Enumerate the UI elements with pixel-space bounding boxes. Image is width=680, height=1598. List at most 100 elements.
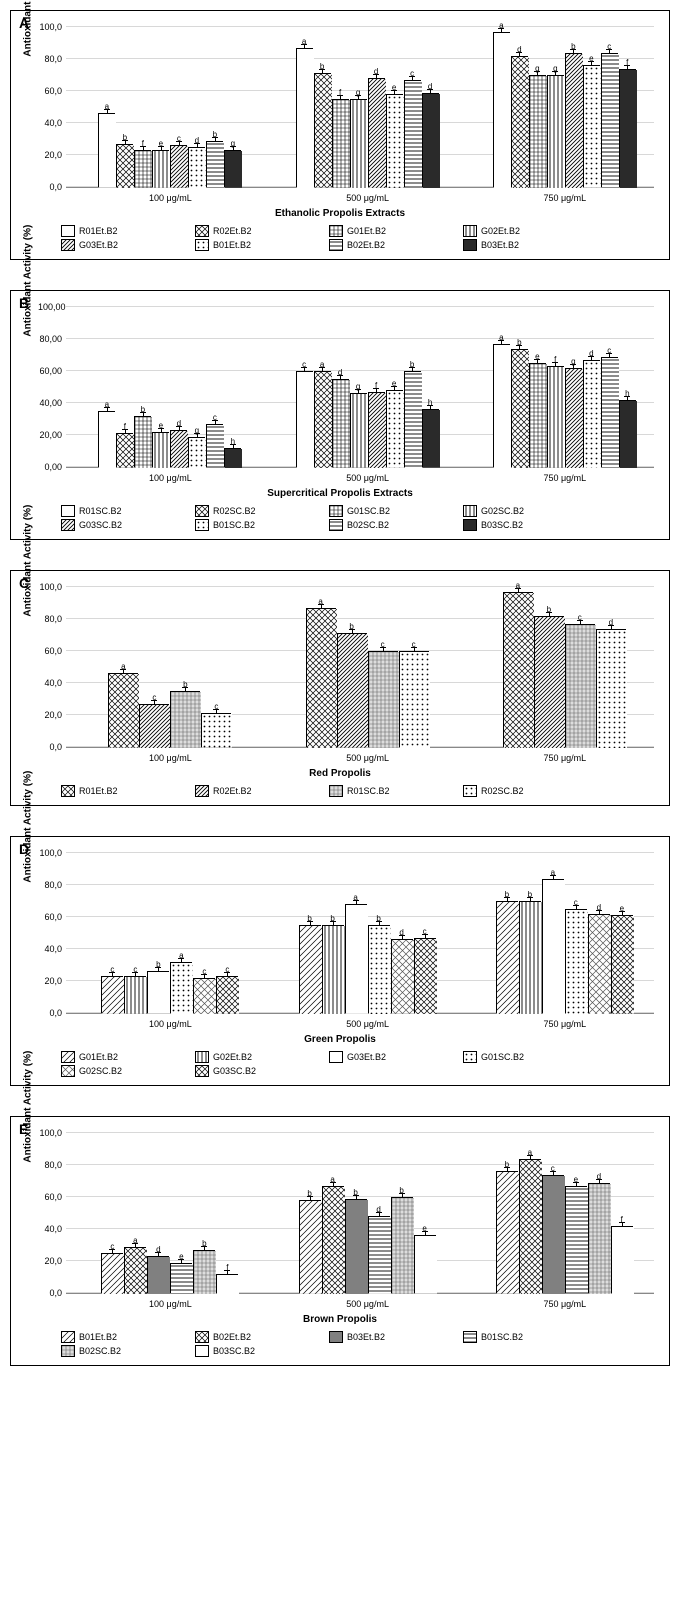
bar: a xyxy=(124,1247,146,1293)
legend-label: G02SC.B2 xyxy=(79,1066,122,1076)
legend-swatch xyxy=(329,1331,343,1343)
bar: d xyxy=(391,939,413,1013)
legend-swatch xyxy=(195,1331,209,1343)
bar: c xyxy=(601,53,618,187)
x-tick-label: 750 μg/mL xyxy=(543,473,586,483)
bar: a xyxy=(296,48,313,187)
legend-label: B01SC.B2 xyxy=(213,520,255,530)
legend-label: B03SC.B2 xyxy=(481,520,523,530)
bar: c xyxy=(404,80,421,187)
legend-swatch xyxy=(329,519,343,531)
legend-item: G02SC.B2 xyxy=(463,505,583,517)
legend: R01Et.B2R02Et.B2R01SC.B2R02SC.B2 xyxy=(61,785,659,797)
legend-label: G03Et.B2 xyxy=(347,1052,386,1062)
bar: d xyxy=(332,379,349,467)
bar: c xyxy=(296,371,313,467)
legend: R01SC.B2R02SC.B2G01SC.B2G02SC.B2G03SC.B2… xyxy=(61,505,659,531)
legend-label: B02Et.B2 xyxy=(213,1332,251,1342)
y-axis-label: Antioxidant Activity (%) xyxy=(23,225,34,337)
bar: d xyxy=(511,56,528,187)
bar: d xyxy=(422,93,439,187)
bar-group: bbabdc xyxy=(299,904,437,1013)
bar: e xyxy=(386,390,403,467)
x-tick-label: 100 μg/mL xyxy=(149,753,192,763)
bar-group: cadebf xyxy=(101,1247,239,1293)
bar: e xyxy=(152,432,169,467)
legend-label: G03SC.B2 xyxy=(79,520,122,530)
bar: b xyxy=(337,633,367,747)
y-tick-label: 20,0 xyxy=(38,710,62,720)
legend-item: R02SC.B2 xyxy=(463,785,583,797)
legend-item: G01Et.B2 xyxy=(61,1051,181,1063)
bar: d xyxy=(170,430,187,467)
bar: b xyxy=(565,53,582,187)
bar: a xyxy=(345,904,367,1013)
x-tick-label: 500 μg/mL xyxy=(346,473,389,483)
bar-group: acbc xyxy=(108,673,232,747)
y-tick-label: 20,0 xyxy=(38,150,62,160)
y-tick-label: 80,00 xyxy=(38,334,62,344)
x-tick-label: 500 μg/mL xyxy=(346,193,389,203)
chart-panel-B: BAntioxidant Activity (%)0,0020,0040,006… xyxy=(10,290,670,540)
bar: e xyxy=(170,1263,192,1293)
bar-group: bbacde xyxy=(496,879,634,1013)
legend-item: G02SC.B2 xyxy=(61,1065,181,1077)
gridline xyxy=(66,306,654,307)
legend-label: R02Et.B2 xyxy=(213,786,252,796)
legend-item: B01SC.B2 xyxy=(195,519,315,531)
legend-item: R01Et.B2 xyxy=(61,785,181,797)
legend-label: G03Et.B2 xyxy=(79,240,118,250)
x-tick-label: 750 μg/mL xyxy=(543,1019,586,1029)
bar: g xyxy=(350,393,367,467)
plot-area: Antioxidant Activity (%)0,020,040,060,08… xyxy=(66,1133,654,1294)
legend-swatch xyxy=(61,239,75,251)
legend-swatch xyxy=(329,505,343,517)
legend-swatch xyxy=(195,225,209,237)
chart-panel-E: EAntioxidant Activity (%)0,020,040,060,0… xyxy=(10,1116,670,1366)
bar: c xyxy=(201,713,231,747)
legend-item: G01SC.B2 xyxy=(329,505,449,517)
y-tick-label: 0,0 xyxy=(38,742,62,752)
y-tick-label: 100,00 xyxy=(38,302,62,312)
chart-panel-C: CAntioxidant Activity (%)0,020,040,060,0… xyxy=(10,570,670,806)
bar: c xyxy=(101,976,123,1013)
legend-swatch xyxy=(463,225,477,237)
legend-label: G01SC.B2 xyxy=(347,506,390,516)
bar: d xyxy=(588,1183,610,1293)
legend-swatch xyxy=(195,1051,209,1063)
bar: e xyxy=(152,150,169,187)
bar: h xyxy=(422,409,439,467)
legend-label: G01Et.B2 xyxy=(347,226,386,236)
bar: b xyxy=(193,1250,215,1293)
bar: b xyxy=(519,901,541,1013)
legend-swatch xyxy=(61,225,75,237)
legend-item: R02Et.B2 xyxy=(195,785,315,797)
bar: d xyxy=(583,360,600,467)
legend-item: R01Et.B2 xyxy=(61,225,181,237)
legend-item: B03SC.B2 xyxy=(463,519,583,531)
y-tick-label: 0,00 xyxy=(38,462,62,472)
legend-label: R02Et.B2 xyxy=(213,226,252,236)
bar: f xyxy=(368,392,385,467)
plot-area: Antioxidant Activity (%)0,020,040,060,08… xyxy=(66,27,654,188)
x-tick-label: 100 μg/mL xyxy=(149,473,192,483)
legend-item: B03Et.B2 xyxy=(463,239,583,251)
bar: c xyxy=(193,978,215,1013)
y-tick-label: 60,0 xyxy=(38,1192,62,1202)
legend-label: B03Et.B2 xyxy=(481,240,519,250)
bar: g xyxy=(547,75,564,187)
y-tick-label: 60,00 xyxy=(38,366,62,376)
bar-group: adggbecf xyxy=(493,32,637,187)
plot-area: Antioxidant Activity (%)0,020,040,060,08… xyxy=(66,853,654,1014)
legend-swatch xyxy=(195,1345,209,1357)
legend-label: R02SC.B2 xyxy=(481,786,524,796)
bar: a xyxy=(493,344,510,467)
legend-label: G01SC.B2 xyxy=(481,1052,524,1062)
bar: c xyxy=(368,651,398,747)
bar: a xyxy=(314,371,331,467)
chart-panel-A: AAntioxidant Activity (%)0,020,040,060,0… xyxy=(10,10,670,260)
bar: d xyxy=(596,629,626,747)
bar-group: afbedgch xyxy=(98,411,242,467)
bar: b xyxy=(206,141,223,187)
chart-panel-D: DAntioxidant Activity (%)0,020,040,060,0… xyxy=(10,836,670,1086)
